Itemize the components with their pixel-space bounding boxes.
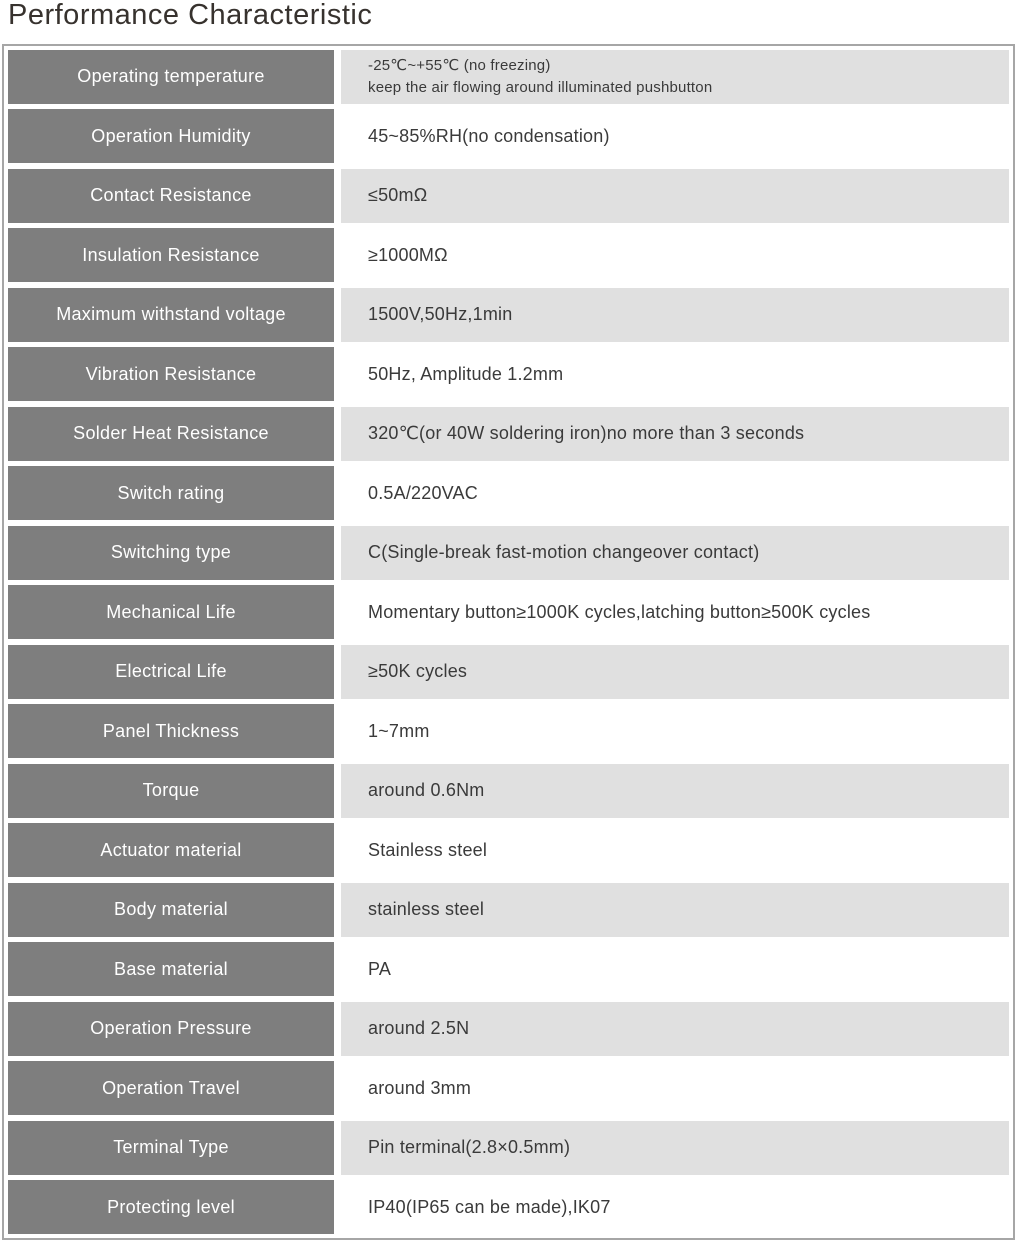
spec-row: Contact Resistance ≤50mΩ — [8, 168, 1009, 223]
spec-value: ≥1000MΩ — [341, 228, 1009, 283]
spec-row: Vibration Resistance 50Hz, Amplitude 1.2… — [8, 347, 1009, 402]
page-title: Performance Characteristic — [8, 0, 373, 31]
spec-row: Actuator material Stainless steel — [8, 823, 1009, 878]
spec-value: Stainless steel — [341, 823, 1009, 878]
spec-label: Operation Pressure — [8, 1001, 334, 1056]
spec-row: Operation Travel around 3mm — [8, 1061, 1009, 1116]
spec-value: around 0.6Nm — [341, 763, 1009, 818]
spec-value: around 3mm — [341, 1061, 1009, 1116]
spec-label: Vibration Resistance — [8, 347, 334, 402]
spec-row: Insulation Resistance ≥1000MΩ — [8, 228, 1009, 283]
spec-label: Operation Humidity — [8, 109, 334, 164]
spec-label: Operation Travel — [8, 1061, 334, 1116]
spec-row: Operation Pressure around 2.5N — [8, 1001, 1009, 1056]
spec-value: 50Hz, Amplitude 1.2mm — [341, 347, 1009, 402]
spec-value: PA — [341, 942, 1009, 997]
spec-label: Protecting level — [8, 1180, 334, 1235]
spec-value: ≥50K cycles — [341, 644, 1009, 699]
spec-row: Protecting level IP40(IP65 can be made),… — [8, 1180, 1009, 1235]
spec-value: 1~7mm — [341, 704, 1009, 759]
spec-row: Solder Heat Resistance 320℃(or 40W solde… — [8, 406, 1009, 461]
spec-value: C(Single-break fast-motion changeover co… — [341, 525, 1009, 580]
spec-label: Panel Thickness — [8, 704, 334, 759]
spec-label: Operating temperature — [8, 49, 334, 104]
spec-table: Operating temperature -25℃~+55℃ (no free… — [2, 43, 1015, 1241]
spec-label: Base material — [8, 942, 334, 997]
spec-value: around 2.5N — [341, 1001, 1009, 1056]
spec-row: Mechanical Life Momentary button≥1000K c… — [8, 585, 1009, 640]
spec-row: Switch rating 0.5A/220VAC — [8, 466, 1009, 521]
spec-row: Operating temperature -25℃~+55℃ (no free… — [8, 49, 1009, 104]
spec-value: -25℃~+55℃ (no freezing) keep the air flo… — [341, 49, 1009, 104]
spec-value: 0.5A/220VAC — [341, 466, 1009, 521]
spec-row: Terminal Type Pin terminal(2.8×0.5mm) — [8, 1120, 1009, 1175]
spec-value: Pin terminal(2.8×0.5mm) — [341, 1120, 1009, 1175]
spec-row: Panel Thickness 1~7mm — [8, 704, 1009, 759]
spec-label: Contact Resistance — [8, 168, 334, 223]
spec-row: Electrical Life ≥50K cycles — [8, 644, 1009, 699]
spec-row: Base material PA — [8, 942, 1009, 997]
spec-value: 45~85%RH(no condensation) — [341, 109, 1009, 164]
spec-label: Torque — [8, 763, 334, 818]
spec-label: Switch rating — [8, 466, 334, 521]
spec-label: Actuator material — [8, 823, 334, 878]
spec-value: stainless steel — [341, 882, 1009, 937]
spec-row: Operation Humidity 45~85%RH(no condensat… — [8, 109, 1009, 164]
spec-label: Insulation Resistance — [8, 228, 334, 283]
spec-label: Body material — [8, 882, 334, 937]
spec-row: Torque around 0.6Nm — [8, 763, 1009, 818]
spec-row: Body material stainless steel — [8, 882, 1009, 937]
spec-value: IP40(IP65 can be made),IK07 — [341, 1180, 1009, 1235]
spec-label: Terminal Type — [8, 1120, 334, 1175]
spec-label: Switching type — [8, 525, 334, 580]
spec-label: Maximum withstand voltage — [8, 287, 334, 342]
spec-value: ≤50mΩ — [341, 168, 1009, 223]
spec-value: 320℃(or 40W soldering iron)no more than … — [341, 406, 1009, 461]
spec-value: Momentary button≥1000K cycles,latching b… — [341, 585, 1009, 640]
spec-value: 1500V,50Hz,1min — [341, 287, 1009, 342]
spec-row: Switching type C(Single-break fast-motio… — [8, 525, 1009, 580]
spec-label: Electrical Life — [8, 644, 334, 699]
spec-label: Mechanical Life — [8, 585, 334, 640]
spec-label: Solder Heat Resistance — [8, 406, 334, 461]
spec-row: Maximum withstand voltage 1500V,50Hz,1mi… — [8, 287, 1009, 342]
